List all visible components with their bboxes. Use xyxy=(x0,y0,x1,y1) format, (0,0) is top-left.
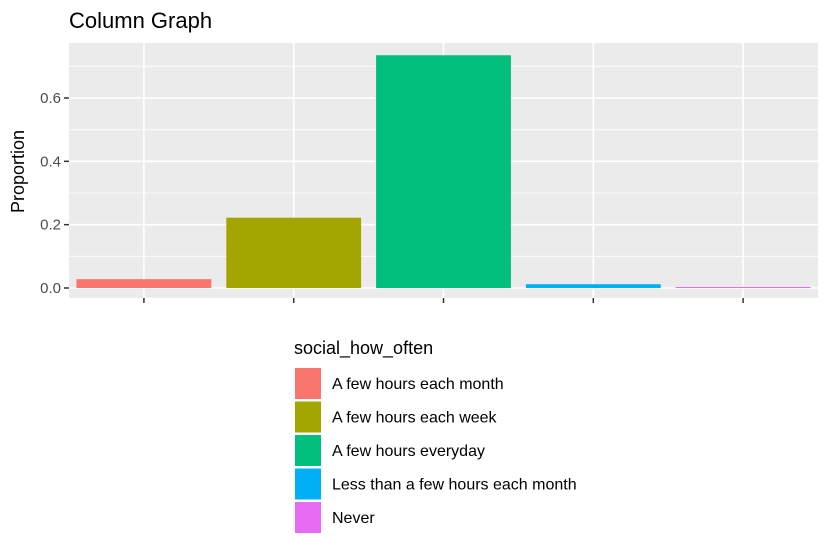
legend-label: A few hours each week xyxy=(332,410,498,427)
y-tick-label: 0.6 xyxy=(40,90,61,107)
legend-label: Never xyxy=(332,510,375,527)
legend-label: A few hours everyday xyxy=(332,443,485,460)
x-axis xyxy=(143,298,744,303)
y-axis-title: Proportion xyxy=(8,130,28,213)
chart-title: Column Graph xyxy=(69,8,212,33)
legend-title: social_how_often xyxy=(294,338,433,359)
bar-a-few-hours-each-month xyxy=(76,279,212,288)
legend-swatch xyxy=(295,368,321,399)
legend-label: Less than a few hours each month xyxy=(332,477,577,494)
bar-a-few-hours-everyday xyxy=(376,55,511,288)
legend-swatch xyxy=(295,435,321,466)
y-tick-label: 0.4 xyxy=(40,153,61,170)
legend: social_how_often A few hours each month A… xyxy=(294,338,577,533)
bars xyxy=(76,55,811,288)
y-axis: 0.0 0.2 0.4 0.6 xyxy=(40,90,69,297)
legend-swatch xyxy=(295,468,321,500)
bar-never xyxy=(675,287,811,288)
legend-label: A few hours each month xyxy=(332,376,504,393)
legend-swatch xyxy=(295,502,321,533)
legend-swatch xyxy=(295,401,321,433)
y-tick-label: 0.0 xyxy=(40,280,61,297)
bar-a-few-hours-each-week xyxy=(226,217,362,288)
y-tick-label: 0.2 xyxy=(40,217,61,234)
bar-less-than-a-few-hours-each-month xyxy=(525,284,661,288)
